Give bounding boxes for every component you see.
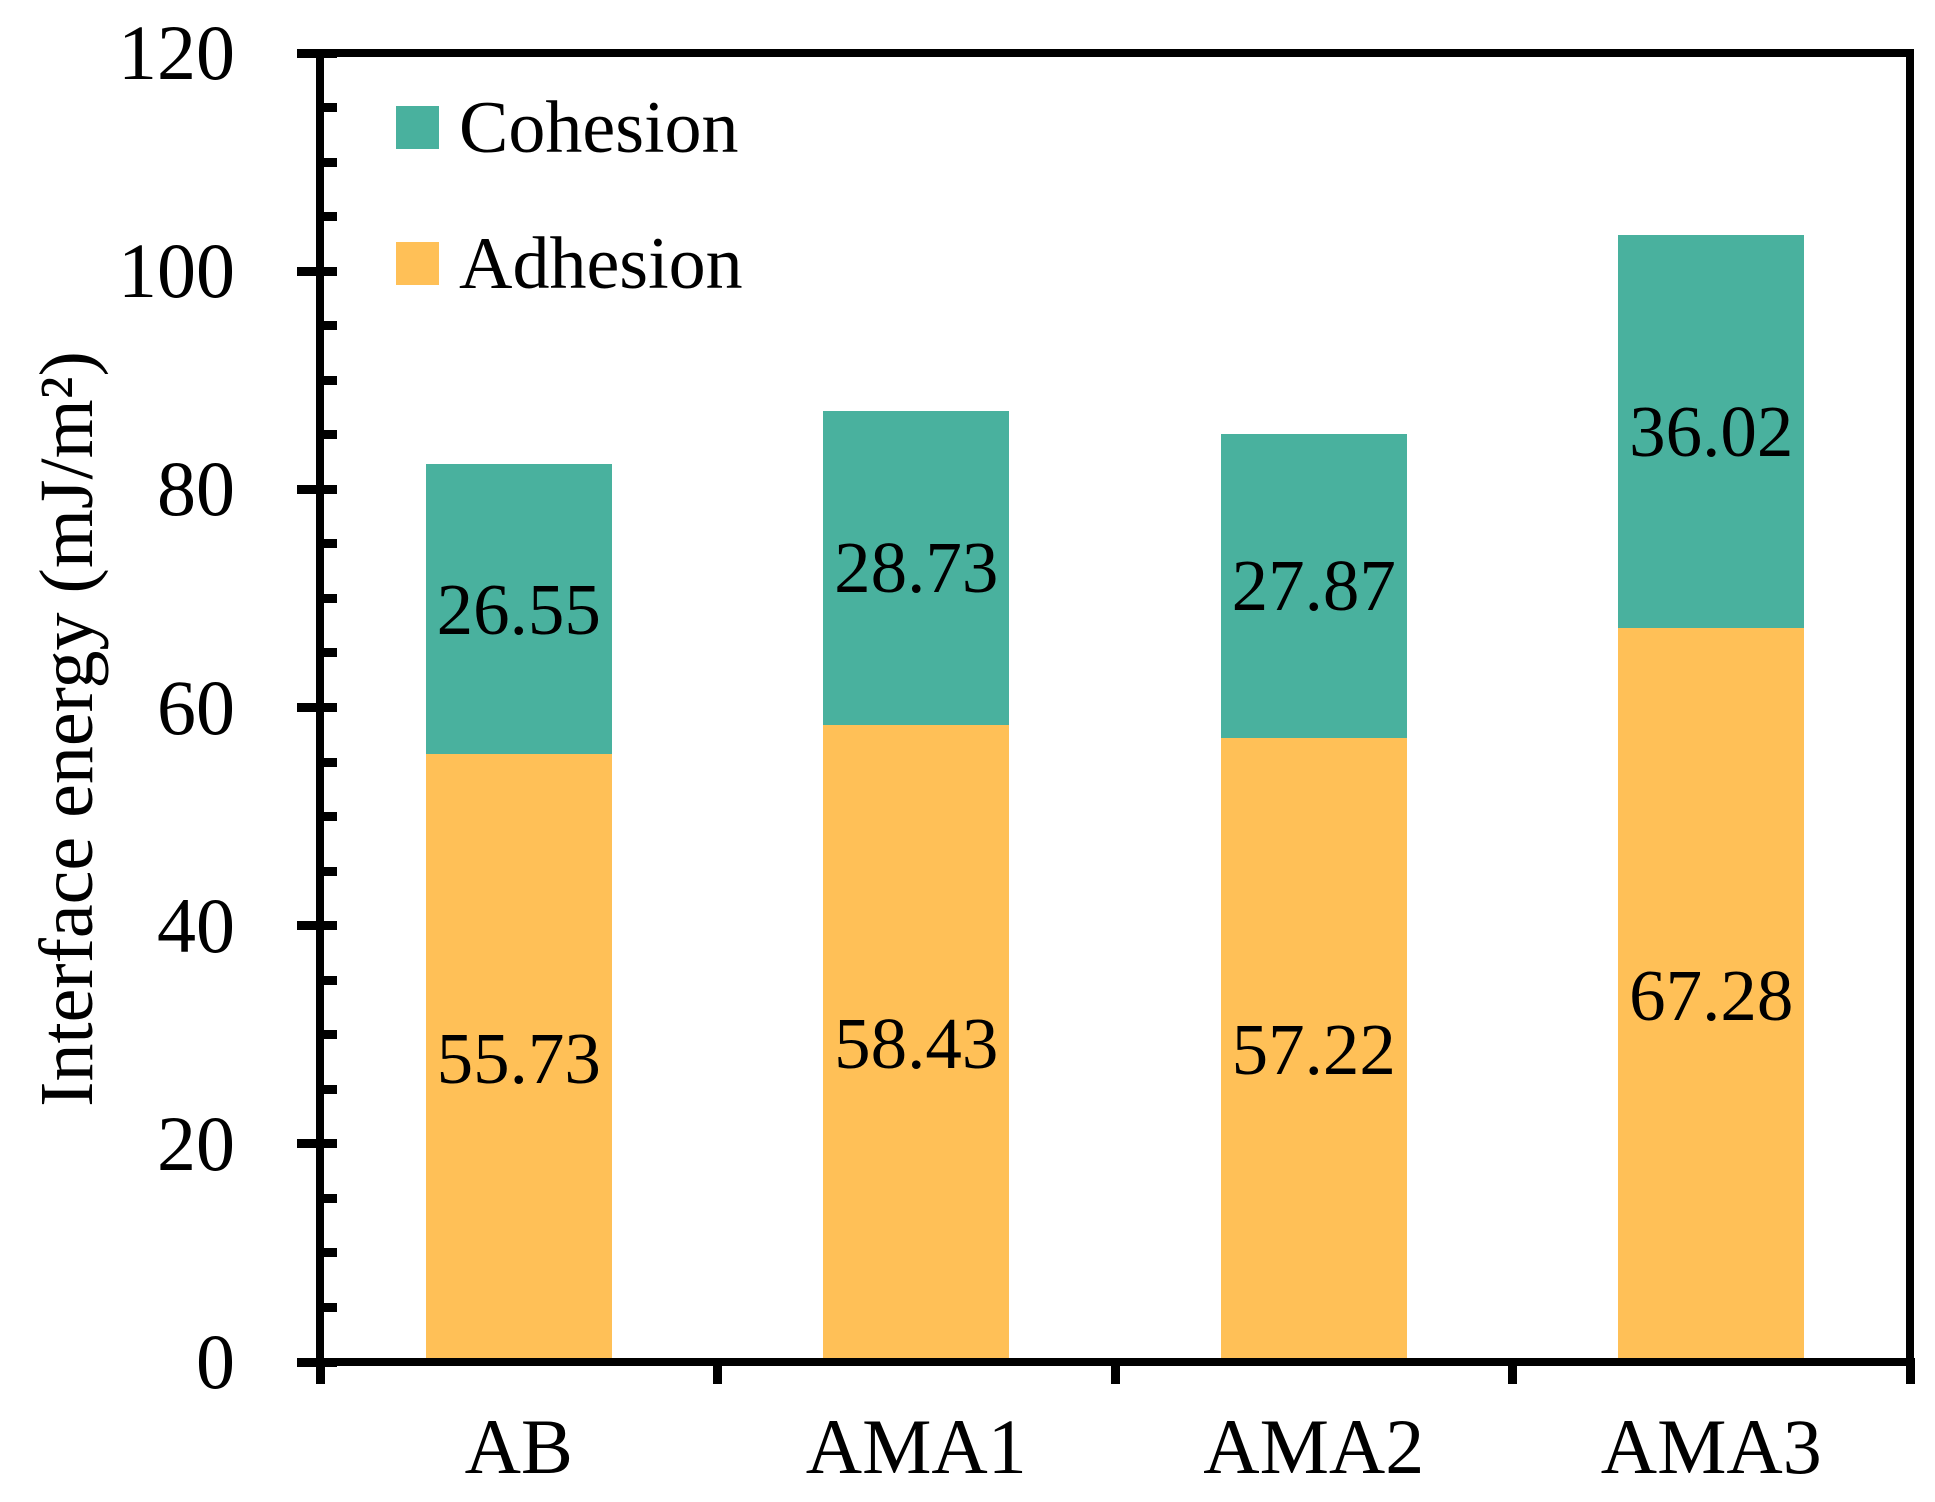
bar-segment-cohesion: 36.02 [1618, 235, 1805, 629]
y-minor-tick [324, 757, 337, 767]
y-major-tick [297, 921, 337, 931]
legend-item-adhesion: Adhesion [396, 227, 743, 301]
y-minor-tick [324, 157, 337, 167]
x-tick [1508, 1358, 1517, 1384]
y-minor-tick [324, 1030, 337, 1040]
y-minor-tick [324, 1084, 337, 1094]
y-minor-tick [324, 321, 337, 331]
legend-swatch-adhesion [396, 242, 439, 285]
legend-label: Cohesion [459, 86, 739, 169]
y-tick-label: 60 [157, 663, 235, 751]
y-major-tick [297, 48, 337, 58]
x-category-label: AB [464, 1403, 573, 1490]
bar-segment-cohesion: 28.73 [823, 411, 1010, 725]
legend-swatch-cohesion [396, 106, 439, 149]
y-minor-tick [324, 103, 337, 113]
y-major-tick [297, 703, 337, 712]
y-tick-label: 100 [118, 227, 235, 315]
segment-value-label: 26.55 [436, 568, 601, 650]
y-minor-tick [324, 866, 337, 876]
y-minor-tick [324, 375, 337, 385]
segment-value-label: 36.02 [1629, 391, 1794, 473]
x-category-label: AMA2 [1203, 1403, 1425, 1490]
bar-segment-adhesion: 55.73 [425, 754, 612, 1362]
x-tick [315, 1358, 325, 1384]
y-tick-label: 0 [196, 1318, 235, 1405]
legend-label: Adhesion [459, 222, 743, 305]
y-tick-label: 120 [118, 9, 235, 96]
bar-segment-adhesion: 58.43 [823, 724, 1010, 1362]
bar-segment-adhesion: 67.28 [1618, 628, 1805, 1362]
y-minor-tick [324, 430, 337, 440]
y-tick-label: 40 [157, 881, 235, 969]
segment-value-label: 27.87 [1231, 545, 1396, 627]
y-minor-tick [324, 975, 337, 985]
bar-segment-adhesion: 57.22 [1220, 737, 1407, 1362]
x-tick [713, 1358, 722, 1384]
y-minor-tick [324, 648, 337, 658]
y-minor-tick [324, 539, 337, 549]
y-minor-tick [324, 1248, 337, 1258]
y-major-tick [297, 266, 337, 276]
legend-item-cohesion: Cohesion [396, 91, 739, 165]
x-category-label: AMA1 [805, 1403, 1027, 1490]
y-minor-tick [324, 812, 337, 822]
y-major-tick [297, 484, 337, 494]
y-tick-label: 20 [157, 1099, 235, 1187]
y-minor-tick [324, 212, 337, 222]
bar-segment-cohesion: 27.87 [1220, 433, 1407, 738]
segment-value-label: 28.73 [834, 527, 999, 609]
y-major-tick [297, 1139, 337, 1149]
segment-value-label: 55.73 [436, 1017, 601, 1099]
y-tick-label: 80 [157, 445, 235, 533]
y-minor-tick [324, 1193, 337, 1203]
x-tick [1110, 1358, 1120, 1384]
segment-value-label: 67.28 [1629, 954, 1794, 1036]
bar-segment-cohesion: 26.55 [425, 464, 612, 755]
y-minor-tick [324, 593, 337, 603]
x-category-label: AMA3 [1600, 1403, 1822, 1490]
y-minor-tick [324, 1302, 337, 1312]
segment-value-label: 57.22 [1231, 1009, 1396, 1091]
segment-value-label: 58.43 [834, 1002, 999, 1084]
x-tick [1905, 1358, 1915, 1384]
